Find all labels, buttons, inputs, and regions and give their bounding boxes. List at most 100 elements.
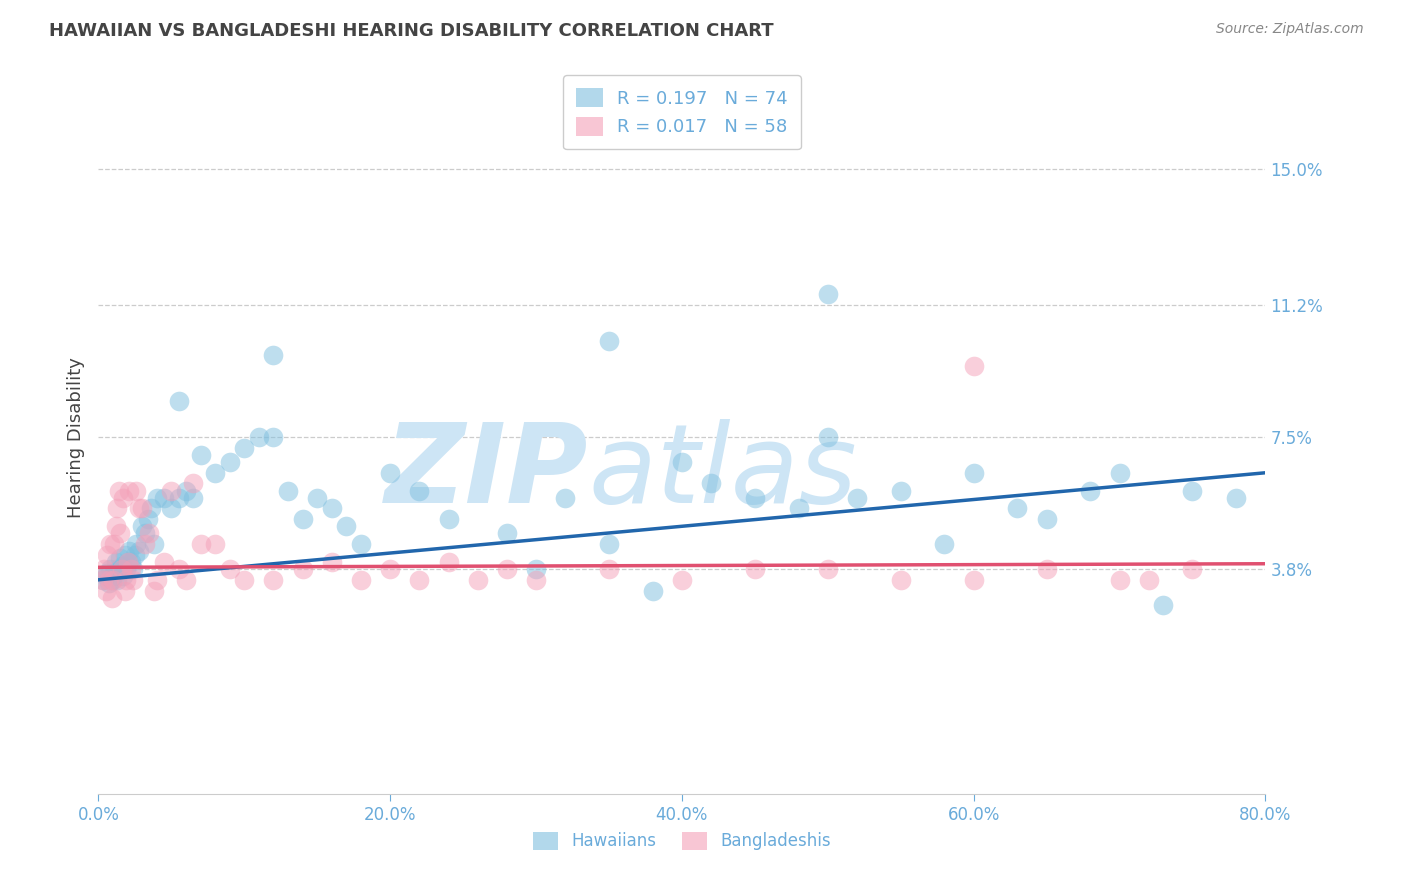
Point	[218, 562, 240, 576]
Point	[554, 491, 576, 505]
Point	[93, 562, 115, 576]
Point	[117, 555, 139, 569]
Point	[962, 466, 984, 480]
Point	[1108, 573, 1130, 587]
Point	[134, 526, 156, 541]
Point	[104, 555, 127, 569]
Point	[890, 573, 912, 587]
Point	[142, 537, 165, 551]
Point	[641, 583, 664, 598]
Point	[263, 573, 285, 587]
Point	[700, 476, 723, 491]
Point	[598, 537, 620, 551]
Point	[122, 573, 145, 587]
Y-axis label: Hearing Disability: Hearing Disability	[66, 357, 84, 517]
Point	[321, 501, 343, 516]
Point	[108, 562, 131, 576]
Point	[1137, 573, 1160, 587]
Point	[671, 455, 693, 469]
Point	[350, 537, 373, 551]
Point	[122, 562, 145, 576]
Point	[108, 483, 131, 498]
Point	[105, 573, 128, 587]
Point	[146, 491, 169, 505]
Point	[291, 512, 314, 526]
Point	[817, 287, 839, 301]
Point	[1181, 483, 1204, 498]
Point	[128, 544, 150, 558]
Point	[110, 551, 132, 566]
Point	[101, 573, 124, 587]
Point	[846, 491, 869, 505]
Point	[96, 548, 118, 562]
Point	[233, 573, 256, 587]
Point	[98, 562, 121, 576]
Point	[146, 573, 169, 587]
Point	[94, 569, 117, 583]
Point	[204, 466, 226, 480]
Point	[117, 555, 139, 569]
Point	[744, 491, 766, 505]
Point	[181, 491, 204, 505]
Point	[114, 548, 136, 562]
Point	[125, 483, 148, 498]
Point	[111, 558, 134, 573]
Legend: Hawaiians, Bangladeshis: Hawaiians, Bangladeshis	[527, 825, 837, 857]
Point	[291, 562, 314, 576]
Point	[120, 555, 142, 569]
Point	[111, 562, 134, 576]
Point	[139, 501, 162, 516]
Point	[128, 501, 150, 516]
Point	[934, 537, 956, 551]
Point	[335, 519, 357, 533]
Point	[115, 573, 138, 587]
Point	[380, 466, 402, 480]
Point	[110, 526, 132, 541]
Text: HAWAIIAN VS BANGLADESHI HEARING DISABILITY CORRELATION CHART: HAWAIIAN VS BANGLADESHI HEARING DISABILI…	[49, 22, 773, 40]
Point	[1080, 483, 1102, 498]
Point	[437, 512, 460, 526]
Point	[307, 491, 329, 505]
Point	[190, 537, 212, 551]
Point	[97, 573, 120, 587]
Point	[598, 334, 620, 348]
Point	[817, 562, 839, 576]
Point	[1181, 562, 1204, 576]
Point	[118, 483, 141, 498]
Point	[408, 483, 430, 498]
Point	[115, 562, 138, 576]
Point	[380, 562, 402, 576]
Point	[174, 483, 197, 498]
Point	[167, 562, 190, 576]
Point	[100, 591, 122, 605]
Point	[131, 501, 153, 516]
Point	[112, 569, 135, 583]
Point	[131, 519, 153, 533]
Point	[167, 491, 190, 505]
Point	[124, 548, 146, 562]
Point	[181, 476, 204, 491]
Point	[1035, 512, 1057, 526]
Text: ZIP: ZIP	[385, 419, 589, 526]
Point	[962, 573, 984, 587]
Point	[118, 544, 141, 558]
Point	[101, 569, 124, 583]
Point	[134, 537, 156, 551]
Point	[136, 512, 159, 526]
Point	[496, 562, 519, 576]
Point	[103, 537, 125, 551]
Point	[467, 573, 489, 587]
Point	[263, 430, 285, 444]
Point	[104, 519, 127, 533]
Point	[787, 501, 810, 516]
Point	[437, 555, 460, 569]
Point	[160, 501, 183, 516]
Point	[120, 562, 142, 576]
Point	[321, 555, 343, 569]
Point	[744, 562, 766, 576]
Point	[167, 394, 190, 409]
Point	[350, 573, 373, 587]
Point	[97, 576, 120, 591]
Point	[598, 562, 620, 576]
Point	[496, 526, 519, 541]
